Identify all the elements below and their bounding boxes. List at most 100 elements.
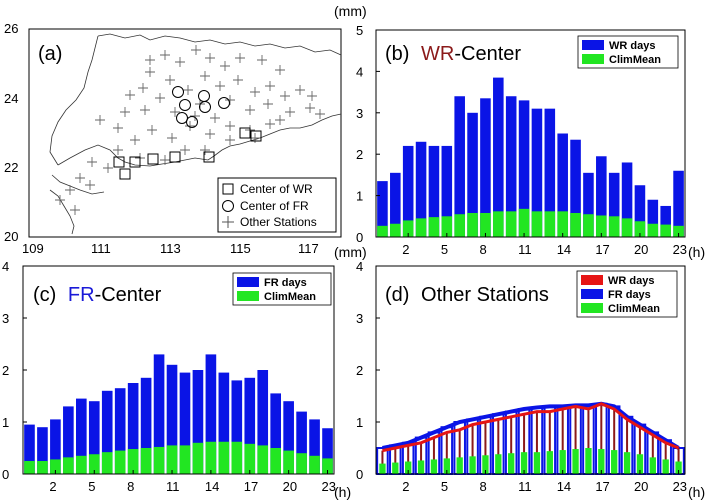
station-plus-marker: [183, 85, 193, 95]
panel-c-unit-top: (mm): [334, 244, 367, 260]
bar-days: [428, 145, 440, 237]
bar-climmean: [322, 458, 333, 474]
map-x-tick: 111: [91, 241, 111, 256]
legend-swatch-wr: [581, 275, 603, 285]
x-tick-label: 11: [166, 479, 180, 494]
x-tick-label: 23: [673, 242, 687, 257]
station-plus-marker: [225, 95, 235, 105]
panel-c-legend: FR days ClimMean: [232, 272, 332, 306]
x-tick-label: 23: [673, 479, 687, 494]
panel-b-title-wr: WR: [421, 43, 454, 65]
circle-marker-icon: [222, 200, 234, 212]
station-plus-marker: [295, 85, 305, 95]
bar-climmean: [660, 224, 671, 237]
bar-days: [218, 372, 230, 474]
bar-climmean: [520, 452, 528, 474]
panel-d-legend-clim: ClimMean: [608, 303, 660, 315]
bar-days: [270, 393, 282, 474]
bar-days: [441, 145, 453, 237]
station-plus-marker: [55, 195, 65, 205]
bar-days: [608, 172, 620, 237]
station-plus-marker: [70, 205, 80, 215]
legend-swatch-fr: [237, 277, 259, 287]
x-tick-label: 8: [127, 479, 134, 494]
station-plus-marker: [130, 135, 140, 145]
x-tick-label: 2: [402, 242, 409, 257]
station-plus-marker: [160, 155, 170, 165]
station-plus-marker: [190, 111, 200, 121]
station-plus-marker: [145, 55, 155, 65]
x-tick-label: 14: [557, 479, 571, 494]
panel-b-x-ticks: 2 5 8 11 14 17 20 23: [402, 242, 687, 257]
station-plus-marker: [140, 105, 150, 115]
station-plus-marker: [170, 107, 180, 117]
bar-days: [179, 372, 191, 474]
bar-climmean: [634, 221, 646, 237]
legend-swatch-clim: [581, 303, 603, 313]
bar-climmean: [480, 212, 491, 237]
x-tick-label: 11: [518, 242, 532, 257]
x-tick-label: 5: [88, 479, 95, 494]
panel-d-title: (d) Other Stations: [385, 284, 549, 306]
bar-climmean: [636, 454, 644, 474]
panel-c-label: (c): [33, 284, 56, 306]
bar-climmean: [596, 215, 607, 237]
bar-climmean: [505, 211, 517, 237]
x-tick-label: 11: [518, 479, 532, 494]
station-wr-square-marker: [113, 156, 125, 168]
station-plus-marker: [205, 53, 215, 63]
bar-climmean: [428, 217, 440, 237]
bar-days: [505, 96, 517, 238]
legend-swatch-clim: [582, 54, 604, 64]
map-y-ticks: 26 24 22 20: [4, 21, 18, 244]
station-wr-square-marker: [250, 130, 262, 142]
x-tick-label: 14: [205, 479, 219, 494]
bar-days: [467, 112, 478, 237]
panel-b-label: (b): [385, 43, 409, 65]
bar-climmean: [153, 446, 165, 474]
bar-climmean: [493, 211, 504, 237]
square-marker-icon: [222, 183, 234, 195]
bar-climmean: [88, 454, 100, 474]
station-fr-circle-marker: [218, 97, 230, 109]
bar-climmean: [623, 452, 631, 474]
y-tick-label: 4: [356, 64, 363, 79]
bar-days: [153, 354, 165, 474]
station-plus-marker: [180, 145, 190, 155]
panel-c-y-ticks: 0 1 2 3 4: [2, 259, 9, 482]
y-tick-label: 4: [2, 259, 9, 274]
map-panel-label: (a): [38, 43, 62, 65]
map-x-tick: 109: [22, 241, 44, 256]
station-plus-marker: [265, 119, 275, 129]
bar-days: [647, 199, 659, 237]
station-wr-square-marker: [147, 153, 159, 165]
bar-climmean: [114, 450, 126, 474]
bar-days: [192, 370, 204, 474]
station-plus-marker: [103, 163, 113, 173]
bar-climmean: [495, 454, 502, 474]
legend-swatch-wr: [582, 40, 604, 50]
station-plus-marker: [167, 133, 177, 143]
y-tick-label: 4: [356, 259, 363, 274]
station-plus-marker: [120, 107, 130, 117]
bar-climmean: [377, 225, 388, 237]
bar-climmean: [482, 455, 489, 474]
bar-climmean: [192, 442, 204, 474]
station-plus-marker: [200, 71, 210, 81]
map-y-tick: 22: [4, 160, 18, 175]
panel-c-legend-fr: FR days: [264, 277, 307, 289]
station-plus-marker: [275, 65, 285, 75]
x-tick-label: 5: [441, 479, 448, 494]
station-plus-marker: [155, 93, 165, 103]
panel-d-y-ticks: 0 1 2 3 4: [356, 259, 363, 482]
bar-climmean: [417, 460, 425, 474]
bar-climmean: [441, 216, 453, 237]
station-plus-marker: [263, 99, 273, 109]
bar-days: [415, 141, 427, 237]
x-tick-label: 20: [634, 479, 648, 494]
station-plus-marker: [113, 145, 123, 155]
panel-b-title: (b) WR-Center: [385, 43, 521, 65]
bar-climmean: [270, 448, 282, 474]
station-plus-marker: [257, 55, 267, 65]
